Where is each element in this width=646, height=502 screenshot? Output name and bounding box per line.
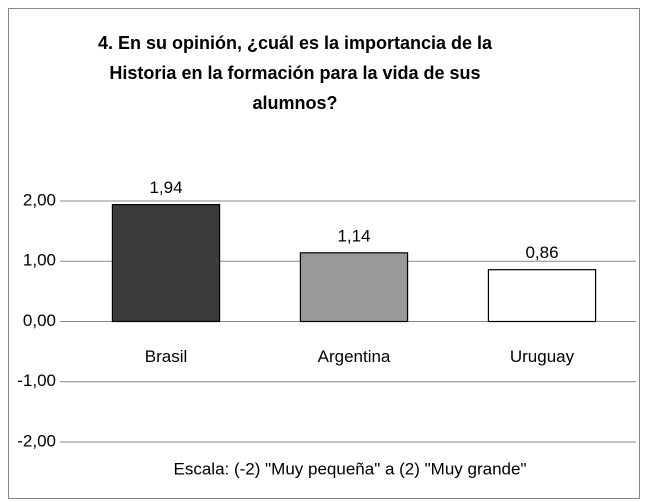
y-tick-label: 0,00 — [23, 311, 56, 330]
x-tick-label: Brasil — [145, 347, 188, 366]
bar — [487, 269, 597, 323]
data-label: 1,94 — [149, 178, 182, 197]
data-label: 0,86 — [525, 243, 558, 262]
y-tick-label: -1,00 — [17, 371, 56, 390]
data-label: 1,14 — [337, 226, 370, 245]
x-tick-label: Argentina — [318, 347, 391, 366]
annotation: Escala: (-2) "Muy pequeña" a (2) "Muy gr… — [174, 459, 527, 478]
chart-title: 4. En su opinión, ¿cuál es la importanci… — [97, 33, 493, 113]
x-tick-label: Uruguay — [510, 347, 575, 366]
y-tick-label: 1,00 — [23, 251, 56, 270]
bar — [299, 252, 409, 323]
y-tick-label: 2,00 — [23, 190, 56, 209]
y-tick-label: -2,00 — [17, 431, 56, 450]
bar — [111, 204, 221, 323]
